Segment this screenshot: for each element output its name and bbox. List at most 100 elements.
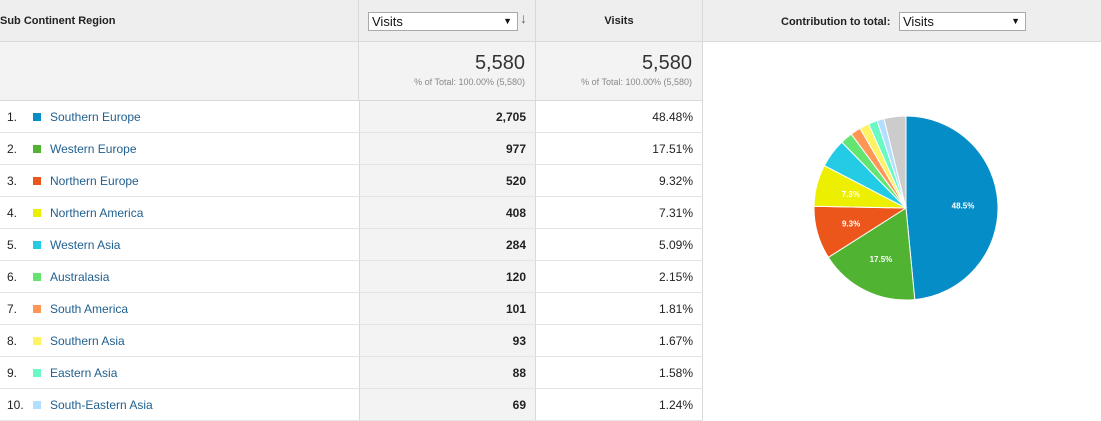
- totals-label-cell: [0, 42, 359, 101]
- visits-cell: 69: [359, 389, 536, 420]
- table-row: 9. Eastern Asia 88 1.58%: [0, 357, 703, 389]
- percent-cell: 7.31%: [536, 197, 703, 228]
- percent-cell: 1.67%: [536, 325, 703, 356]
- region-link[interactable]: South-Eastern Asia: [50, 398, 153, 412]
- visits-cell: 101: [359, 293, 536, 324]
- row-index: 2.: [7, 142, 18, 156]
- legend-swatch: [33, 113, 41, 121]
- visits-cell: 977: [359, 133, 536, 164]
- dropdown-arrow-icon: ▼: [1011, 16, 1020, 26]
- region-column-label: Sub Continent Region: [0, 15, 116, 27]
- table-row: 5. Western Asia 284 5.09%: [0, 229, 703, 261]
- percent-cell: 1.81%: [536, 293, 703, 324]
- percent-cell: 2.15%: [536, 261, 703, 292]
- region-link[interactable]: Western Europe: [50, 142, 137, 156]
- visits-cell: 408: [359, 197, 536, 228]
- pie-slice[interactable]: [827, 207, 916, 301]
- percent-value: 5.09%: [658, 238, 693, 252]
- row-index: 9.: [7, 366, 18, 380]
- legend-swatch: [33, 337, 41, 345]
- visits-cell: 284: [359, 229, 536, 260]
- row-index: 3.: [7, 174, 18, 188]
- percent-value: 9.32%: [658, 174, 693, 188]
- region-link[interactable]: Eastern Asia: [50, 366, 118, 380]
- row-index: 10.: [7, 398, 24, 412]
- pie-slice-label: 9.3%: [842, 219, 860, 228]
- header-metric-column: Visits ▼ ↓: [359, 0, 536, 42]
- visits-value: 101: [505, 302, 526, 316]
- visits-value: 120: [505, 270, 526, 284]
- dropdown-arrow-icon: ▼: [503, 16, 512, 26]
- region-link[interactable]: Northern America: [50, 206, 144, 220]
- region-link[interactable]: Western Asia: [50, 238, 121, 252]
- percent-value: 1.24%: [658, 398, 693, 412]
- table-row: 10. South-Eastern Asia 69 1.24%: [0, 389, 703, 421]
- row-index: 6.: [7, 270, 18, 284]
- visits-value: 408: [505, 206, 526, 220]
- sort-descending-icon[interactable]: ↓: [520, 10, 527, 26]
- contribution-select[interactable]: Visits ▼: [899, 12, 1026, 31]
- percent-value: 1.67%: [658, 334, 693, 348]
- pie-slice-label: 17.5%: [870, 255, 893, 264]
- percent-value: 1.58%: [658, 366, 693, 380]
- pie-slice-label: 48.5%: [952, 201, 975, 210]
- legend-swatch: [33, 305, 41, 313]
- row-index: 4.: [7, 206, 18, 220]
- region-link[interactable]: Southern Europe: [50, 110, 141, 124]
- visits-column-label: Visits: [604, 15, 634, 27]
- legend-swatch: [33, 145, 41, 153]
- region-link[interactable]: Northern Europe: [50, 174, 139, 188]
- totals-metric-cell: 5,580 % of Total: 100.00% (5,580): [359, 42, 536, 101]
- row-index: 1.: [7, 110, 18, 124]
- metric-select[interactable]: Visits ▼: [368, 12, 518, 31]
- visits-value: 69: [512, 398, 526, 412]
- row-index: 7.: [7, 302, 18, 316]
- percent-value: 7.31%: [658, 206, 693, 220]
- legend-swatch: [33, 209, 41, 217]
- visits-value: 88: [512, 366, 526, 380]
- visits-value: 93: [512, 334, 526, 348]
- pie-slice[interactable]: [905, 115, 999, 301]
- percent-cell: 9.32%: [536, 165, 703, 196]
- visits-cell: 93: [359, 325, 536, 356]
- table-row: 7. South America 101 1.81%: [0, 293, 703, 325]
- region-link[interactable]: South America: [50, 302, 129, 316]
- region-link[interactable]: Southern Asia: [50, 334, 125, 348]
- percent-value: 1.81%: [658, 302, 693, 316]
- table-row: 2. Western Europe 977 17.51%: [0, 133, 703, 165]
- legend-swatch: [33, 241, 41, 249]
- table-row: 3. Northern Europe 520 9.32%: [0, 165, 703, 197]
- pie-slice[interactable]: [883, 115, 907, 209]
- contribution-label: Contribution to total:: [781, 16, 891, 28]
- table-row: 1. Southern Europe 2,705 48.48%: [0, 101, 703, 133]
- region-link[interactable]: Australasia: [50, 270, 110, 284]
- visits-value: 520: [505, 174, 526, 188]
- percent-value: 2.15%: [658, 270, 693, 284]
- percent-value: 17.51%: [652, 142, 693, 156]
- legend-swatch: [33, 273, 41, 281]
- total-percent-note: % of Total: 100.00% (5,580): [581, 77, 692, 87]
- visits-value: 284: [505, 238, 526, 252]
- metric-select-value: Visits: [372, 14, 403, 29]
- table-row: 4. Northern America 408 7.31%: [0, 197, 703, 229]
- contribution-pie-chart: 48.5% 17.5% 9.3% 7.3%: [813, 115, 999, 301]
- total-percent-note: % of Total: 100.00% (5,580): [414, 77, 525, 87]
- header-contribution: Contribution to total: Visits ▼: [703, 0, 1101, 42]
- total-value: 5,580: [641, 52, 692, 74]
- legend-swatch: [33, 369, 41, 377]
- legend-swatch: [33, 177, 41, 185]
- header-visits-column[interactable]: Visits: [536, 0, 703, 42]
- percent-value: 48.48%: [652, 110, 693, 124]
- percent-cell: 1.24%: [536, 389, 703, 420]
- percent-cell: 5.09%: [536, 229, 703, 260]
- percent-cell: 17.51%: [536, 133, 703, 164]
- visits-cell: 2,705: [359, 101, 536, 132]
- row-index: 5.: [7, 238, 18, 252]
- visits-value: 977: [505, 142, 526, 156]
- visits-cell: 520: [359, 165, 536, 196]
- legend-swatch: [33, 401, 41, 409]
- row-index: 8.: [7, 334, 18, 348]
- total-value: 5,580: [474, 52, 525, 74]
- contribution-select-value: Visits: [903, 14, 934, 29]
- visits-value: 2,705: [495, 110, 526, 124]
